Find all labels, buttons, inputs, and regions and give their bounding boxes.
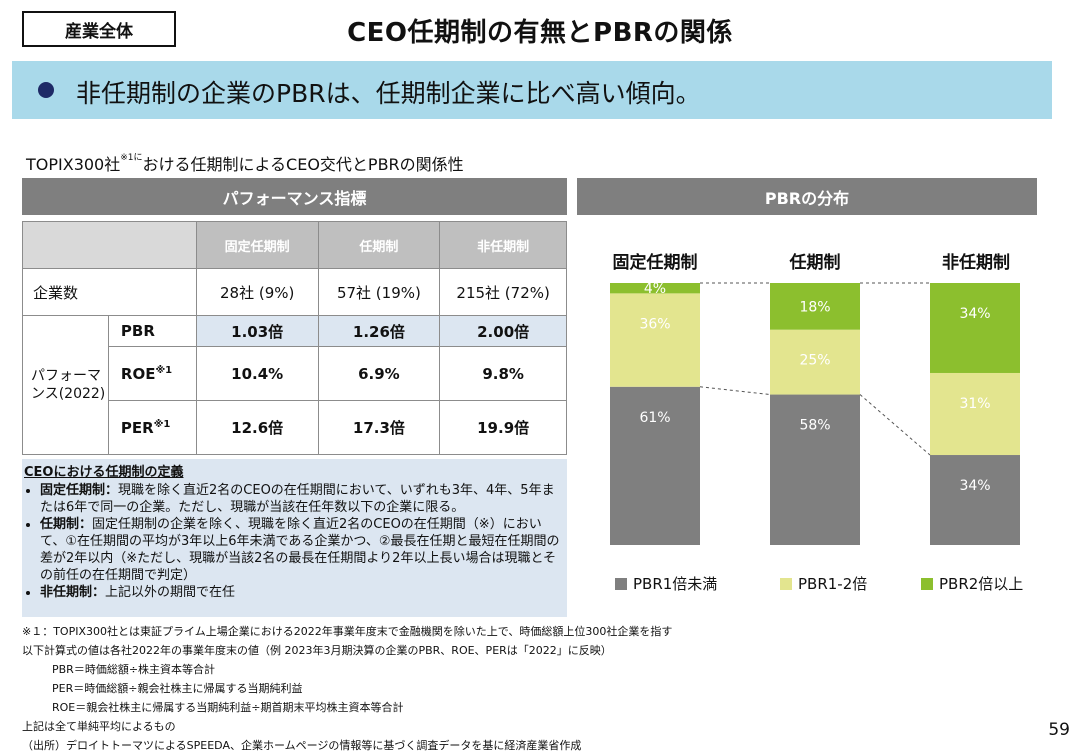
data-label-low-2: 34%: [959, 478, 990, 494]
pbr-non-term: 2.00倍: [439, 315, 567, 347]
legend-item-low: PBR1倍未満: [615, 573, 717, 594]
col-header-fixed-term: 固定任期制: [195, 221, 319, 269]
definition-fixed-term: 固定任期制：現職を除く直近2名のCEOの在任期間において、いずれも3年、4年、5…: [40, 482, 561, 516]
footnote-2: 以下計算式の値は各社2022年の事業年度末の値（例 2023年3月期決算の企業の…: [22, 644, 612, 657]
section-tag: 産業全体: [22, 11, 176, 47]
count-fixed-term: 28社 (9%): [195, 268, 319, 316]
connector-split-1: [859, 394, 931, 456]
legend-swatch-icon: [780, 577, 792, 590]
legend-item-mid: PBR1-2倍: [780, 573, 867, 594]
key-message-text: 非任期制の企業のPBRは、任期制企業に比べ高い傾向。: [76, 79, 701, 108]
metric-pbr: PBR: [107, 315, 197, 347]
per-term: 17.3倍: [317, 400, 441, 455]
formula-roe: ROE＝親会社株主に帰属する当期純利益÷期首期末平均株主資本等合計: [52, 701, 404, 714]
data-label-low-1: 58%: [799, 418, 830, 434]
subtitle-footnote-ref: ※1に: [120, 153, 143, 163]
bar-high-0: [610, 283, 700, 294]
count-non-term: 215社 (72%): [439, 268, 567, 316]
table-subtitle: TOPIX300社※1における任期制によるCEO交代とPBRの関係性: [26, 151, 464, 175]
bullet-icon: [38, 82, 54, 98]
performance-table: 固定任期制 任期制 非任期制 企業数 28社 (9%) 57社 (19%) 21…: [22, 221, 567, 455]
chart-category-fixed-term: 固定任期制: [612, 253, 698, 273]
legend-label-low: PBR1倍未満: [633, 575, 718, 593]
legend-swatch-icon: [615, 577, 627, 590]
subtitle-text-rest: おける任期制によるCEO交代とPBRの関係性: [142, 155, 464, 174]
formula-per: PER＝時価総額÷親会社株主に帰属する当期純利益: [52, 682, 303, 695]
page-number: 59: [1048, 720, 1070, 740]
data-label-mid-1: 25%: [799, 353, 830, 369]
bar-mid-0: [610, 293, 700, 387]
row-group-performance: パフォーマンス(2022): [22, 315, 109, 455]
definition-title: CEOにおける任期制の定義: [24, 465, 184, 480]
count-term: 57社 (19%): [317, 268, 441, 316]
data-label-high-2: 34%: [959, 306, 990, 322]
metric-per: PER※1: [107, 400, 197, 455]
legend-label-mid: PBR1-2倍: [798, 575, 868, 593]
table-corner: [22, 221, 197, 269]
legend-label-high: PBR2倍以上: [939, 575, 1024, 593]
roe-fixed-term: 10.4%: [195, 346, 319, 401]
pbr-distribution-chart: 61% 36% 4% 58% 25% 18% 34% 31% 34%: [610, 281, 1020, 545]
bar-high-2: [930, 283, 1020, 373]
key-message-banner: [12, 61, 1052, 119]
chart-category-non-term: 非任期制: [942, 253, 1010, 273]
metric-roe: ROE※1: [107, 346, 197, 401]
bar-low-0: [610, 386, 700, 545]
bar-mid-1: [770, 329, 860, 395]
pbr-fixed-term: 1.03倍: [195, 315, 319, 347]
bar-low-2: [930, 455, 1020, 545]
connector-split-0: [699, 386, 771, 396]
roe-non-term: 9.8%: [439, 346, 567, 401]
data-label-high-1: 18%: [799, 299, 830, 315]
pbr-distribution-header: PBRの分布: [577, 178, 1037, 215]
subtitle-text: TOPIX300社: [26, 155, 121, 174]
data-label-mid-2: 31%: [959, 396, 990, 412]
source-note: （出所）デロイトトーマツによるSPEEDA、企業ホームページの情報等に基づく調査…: [22, 739, 582, 752]
chart-category-term: 任期制: [789, 253, 841, 273]
definition-term: 任期制：固定任期制の企業を除く、現職を除く直近2名のCEOの在任期間（※）におい…: [40, 516, 561, 584]
col-header-term: 任期制: [317, 221, 441, 269]
bar-high-1: [770, 283, 860, 330]
data-label-mid-0: 36%: [639, 316, 670, 332]
bar-low-1: [770, 394, 860, 545]
col-header-non-term: 非任期制: [439, 221, 567, 269]
data-label-low-0: 61%: [639, 410, 670, 426]
page-title: CEO任期制の有無とPBRの関係: [347, 18, 733, 48]
data-label-high-0: 4%: [644, 281, 666, 297]
legend-swatch-icon: [921, 577, 933, 590]
legend-item-high: PBR2倍以上: [921, 573, 1023, 594]
bar-mid-2: [930, 372, 1020, 456]
per-fixed-term: 12.6倍: [195, 400, 319, 455]
definition-list: 固定任期制：現職を除く直近2名のCEOの在任期間において、いずれも3年、4年、5…: [22, 482, 561, 601]
pbr-term: 1.26倍: [317, 315, 441, 347]
roe-term: 6.9%: [317, 346, 441, 401]
footnote-average: 上記は全て単純平均によるもの: [22, 720, 176, 733]
performance-section-header: パフォーマンス指標: [22, 178, 567, 215]
row-label-company-count: 企業数: [22, 268, 197, 316]
term-definition-box: CEOにおける任期制の定義 固定任期制：現職を除く直近2名のCEOの在任期間にお…: [22, 459, 567, 617]
definition-non-term: 非任期制：上記以外の期間で在任: [40, 584, 561, 601]
formula-pbr: PBR＝時価総額÷株主資本等合計: [52, 663, 216, 676]
per-non-term: 19.9倍: [439, 400, 567, 455]
footnote-1: ※１：TOPIX300社とは東証プライム上場企業における2022年事業年度末で金…: [22, 625, 673, 638]
